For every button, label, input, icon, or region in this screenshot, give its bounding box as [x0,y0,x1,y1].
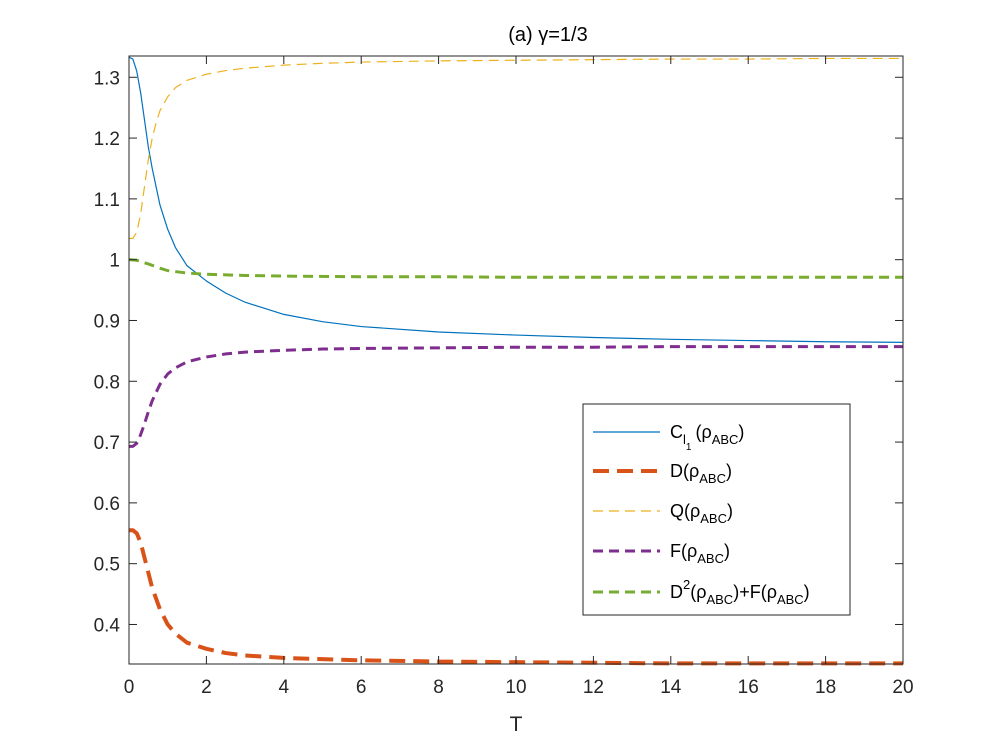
legend-d2f-close: ) [804,582,810,602]
svg-text:F(ρABC): F(ρABC) [670,541,730,566]
legend-f-close: ) [724,541,730,561]
chart-title: (a) γ=1/3 [508,24,587,46]
legend-item-q: Q(ρABC) [593,501,733,526]
legend-item-d2f: D2(ρABC)+F(ρABC) [593,577,810,607]
x-tick-label-7: 14 [660,677,682,698]
x-tick-label-5: 10 [505,677,526,698]
legend-q-main: Q(ρ [670,501,700,521]
x-tick-label-8: 16 [738,677,759,698]
legend-box [582,403,851,616]
legend-cl1-sub1: l [683,432,686,447]
legend-cl1-main: C [670,422,683,442]
series-line-4 [128,258,903,279]
legend-f-sub: ABC [697,551,724,566]
y-tick-label-7: 1.1 [94,190,120,211]
x-tick-label-1: 2 [201,677,212,698]
x-tick-label-10: 20 [892,677,913,698]
legend-d2f-mid: )+F(ρ [733,582,777,602]
legend-d-main: D(ρ [670,461,699,481]
y-tick-label-4: 0.8 [94,372,120,393]
x-tick-label-3: 6 [356,677,367,698]
legend-d2f-sub2: ABC [777,592,804,607]
legend-q-sub: ABC [700,511,727,526]
x-ticks: 0 2 4 6 8 10 12 14 16 18 20 [124,56,914,698]
legend-cl1-sub3: ABC [712,432,739,447]
x-axis-title: T [510,713,523,736]
svg-text:Q(ρABC): Q(ρABC) [670,501,733,526]
y-tick-label-2: 0.6 [94,494,120,515]
x-tick-label-9: 18 [815,677,836,698]
legend: Cl1(ρABC) D(ρABC) Q(ρABC) F(ρABC) D2(ρAB [582,403,851,616]
legend-d2f-sub: ABC [706,592,733,607]
x-tick-label-6: 12 [583,677,604,698]
y-tick-label-8: 1.2 [94,129,120,150]
series-line-3 [129,345,903,448]
legend-d2f-main: D [670,582,683,602]
legend-f-main: F(ρ [670,541,697,561]
legend-item-f: F(ρABC) [593,541,730,566]
y-tick-label-9: 1.3 [94,68,120,89]
y-tick-label-6: 1 [109,251,120,272]
y-ticks: 0.4 0.5 0.6 0.7 0.8 0.9 1 1.1 1.2 1.3 [94,68,903,636]
legend-cl1-open: (ρ [695,422,711,442]
legend-d2f-open: (ρ [690,582,706,602]
legend-d-sub: ABC [699,471,726,486]
svg-text:D2(ρABC)+F(ρABC): D2(ρABC)+F(ρABC) [670,577,810,607]
x-tick-label-2: 4 [279,677,290,698]
y-tick-label-3: 0.7 [94,433,120,454]
series-line-1 [129,528,903,666]
y-tick-label-5: 0.9 [94,311,120,332]
svg-text:Cl1(ρABC): Cl1(ρABC) [670,422,744,453]
legend-cl1-close: ) [738,422,744,442]
legend-item-d: D(ρABC) [593,461,732,486]
x-tick-label-0: 0 [124,677,135,698]
y-tick-label-1: 0.5 [94,555,120,576]
legend-q-close: ) [727,501,733,521]
svg-text:D(ρABC): D(ρABC) [670,461,732,486]
x-tick-label-4: 8 [433,677,444,698]
series-line-0 [128,56,904,343]
legend-d2f-sup: 2 [683,577,690,592]
legend-d-close: ) [726,461,732,481]
legend-cl1-sub2: 1 [686,442,692,453]
y-tick-label-0: 0.4 [94,615,121,636]
legend-item-cl1: Cl1(ρABC) [593,422,744,453]
